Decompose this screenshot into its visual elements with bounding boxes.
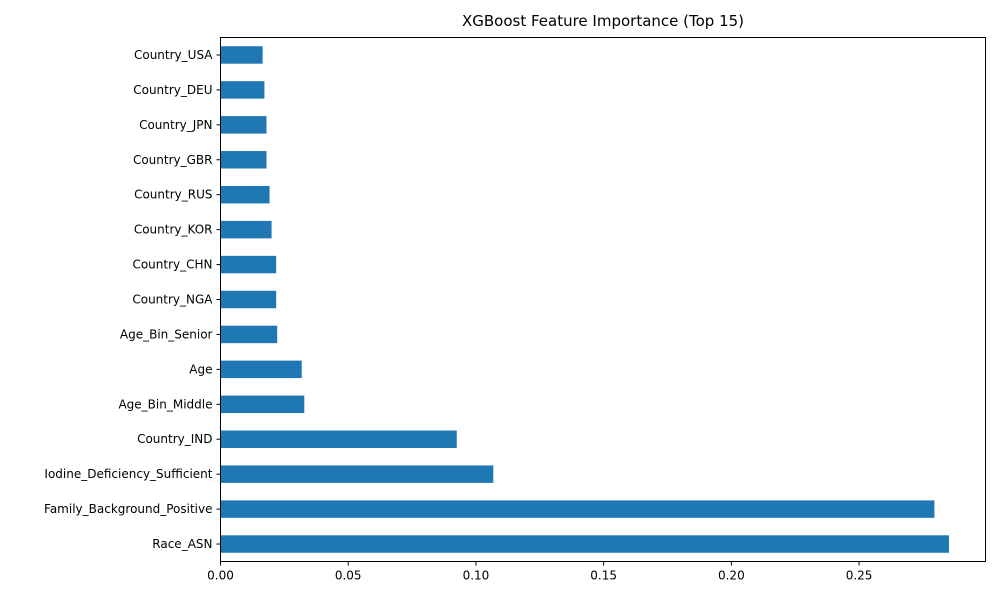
bar-country-rus: [220, 185, 270, 204]
bar-country-ind: [220, 430, 457, 448]
y-tick-label: Age: [189, 362, 212, 376]
x-tick-label: 0.15: [590, 569, 617, 583]
x-tick-label: 0.20: [718, 569, 745, 583]
y-tick-label: Country_DEU: [133, 83, 212, 97]
axes-frame: [220, 37, 986, 562]
y-tick-label: Country_KOR: [134, 223, 213, 237]
bar-iodine-deficiency-sufficient: [220, 465, 494, 483]
bar-age-bin-middle: [220, 395, 305, 414]
y-tick-label: Country_JPN: [139, 118, 212, 132]
x-tick-label: 0.25: [846, 569, 873, 583]
x-tick-label: 0.05: [335, 569, 362, 583]
x-tick-label: 0.00: [207, 569, 234, 583]
bar-age: [220, 360, 302, 379]
y-tick-label: Country_IND: [137, 432, 212, 446]
bar-country-gbr: [220, 151, 267, 169]
bar-country-kor: [220, 220, 272, 239]
bar-race-asn: [220, 535, 949, 553]
bar-country-jpn: [220, 116, 267, 134]
y-tick-label: Age_Bin_Middle: [118, 397, 212, 411]
bar-country-usa: [220, 46, 263, 64]
y-tick-label: Country_RUS: [134, 188, 212, 202]
x-tick-label: 0.10: [463, 569, 490, 583]
y-tick-label: Family_Background_Positive: [44, 502, 212, 516]
bar-age-bin-senior: [220, 325, 278, 344]
chart-title: XGBoost Feature Importance (Top 15): [461, 12, 745, 30]
y-tick-label: Country_USA: [134, 48, 213, 62]
bar-country-chn: [220, 255, 277, 274]
y-tick-label: Country_GBR: [133, 153, 213, 167]
y-tick-label: Country_NGA: [132, 293, 213, 307]
y-tick-label: Age_Bin_Senior: [120, 327, 213, 341]
bar-country-deu: [220, 81, 265, 99]
y-tick-label: Country_CHN: [132, 258, 212, 272]
y-tick-label: Iodine_Deficiency_Sufficient: [44, 467, 212, 481]
bar-country-nga: [220, 290, 277, 309]
bar-family-background-positive: [220, 500, 935, 518]
y-tick-label: Race_ASN: [152, 537, 212, 551]
